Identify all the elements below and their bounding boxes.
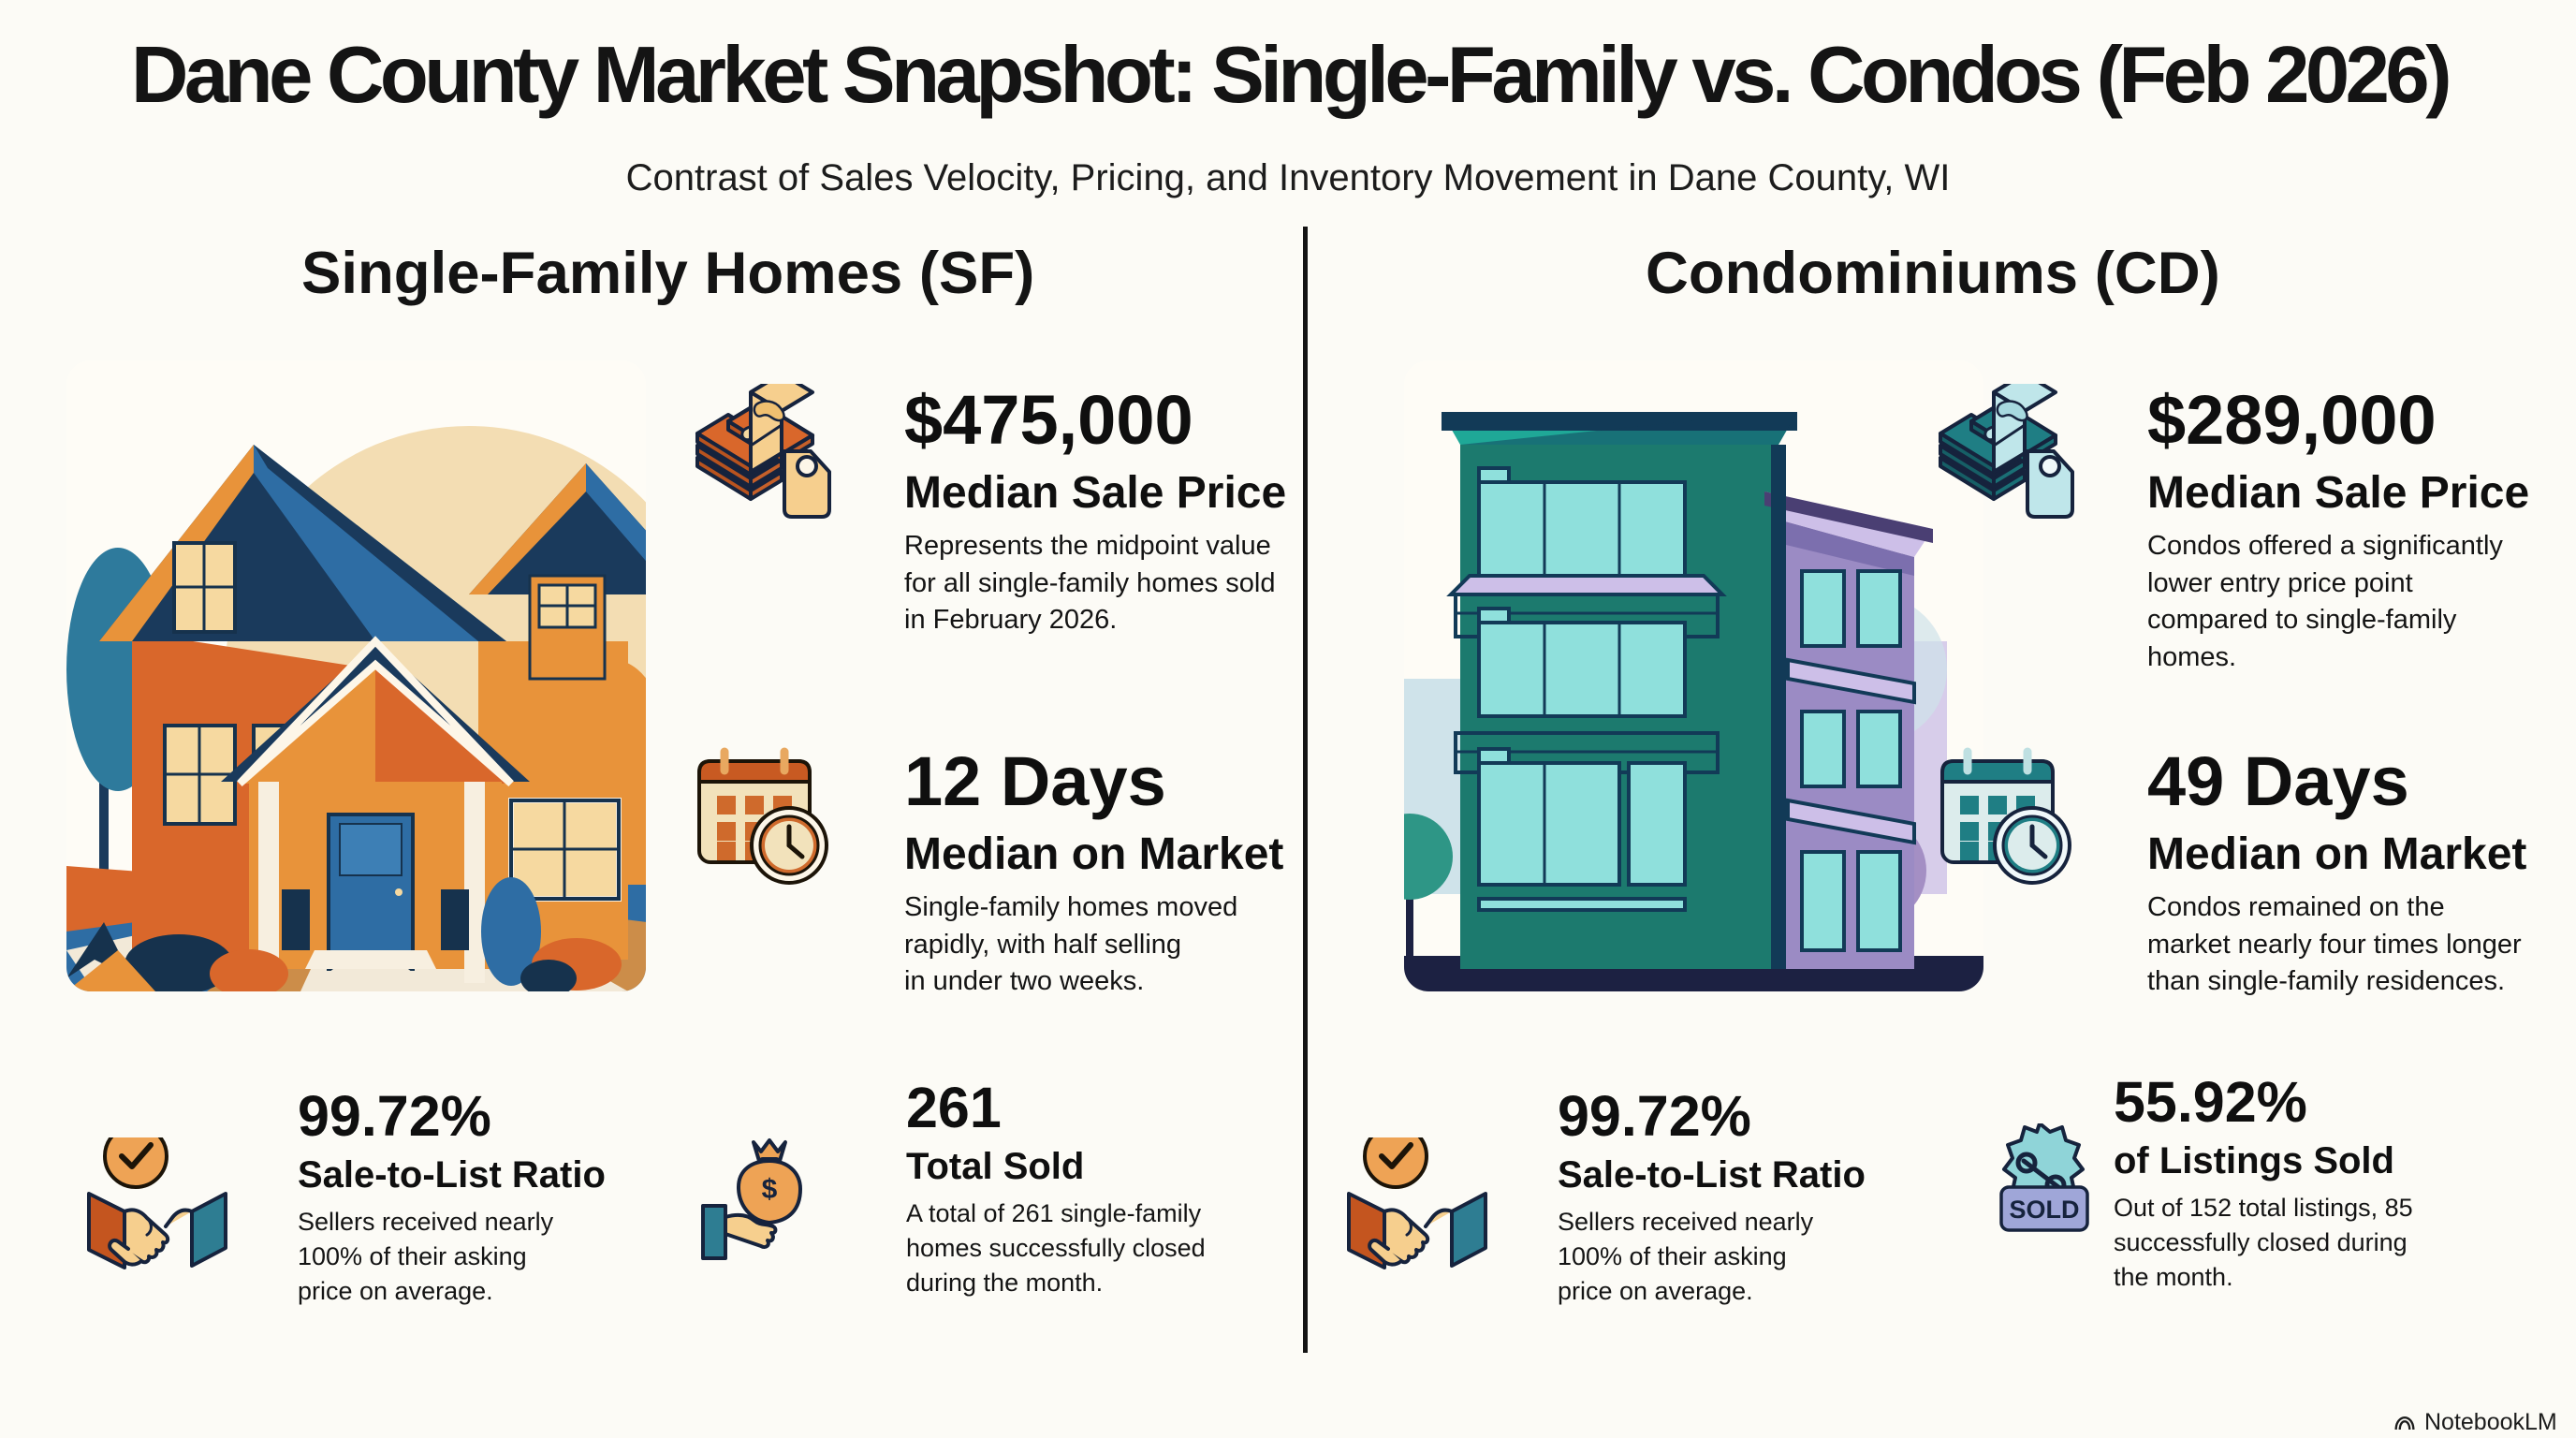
svg-text:$: $ bbox=[762, 1174, 778, 1205]
svg-text:SOLD: SOLD bbox=[2009, 1196, 2079, 1224]
